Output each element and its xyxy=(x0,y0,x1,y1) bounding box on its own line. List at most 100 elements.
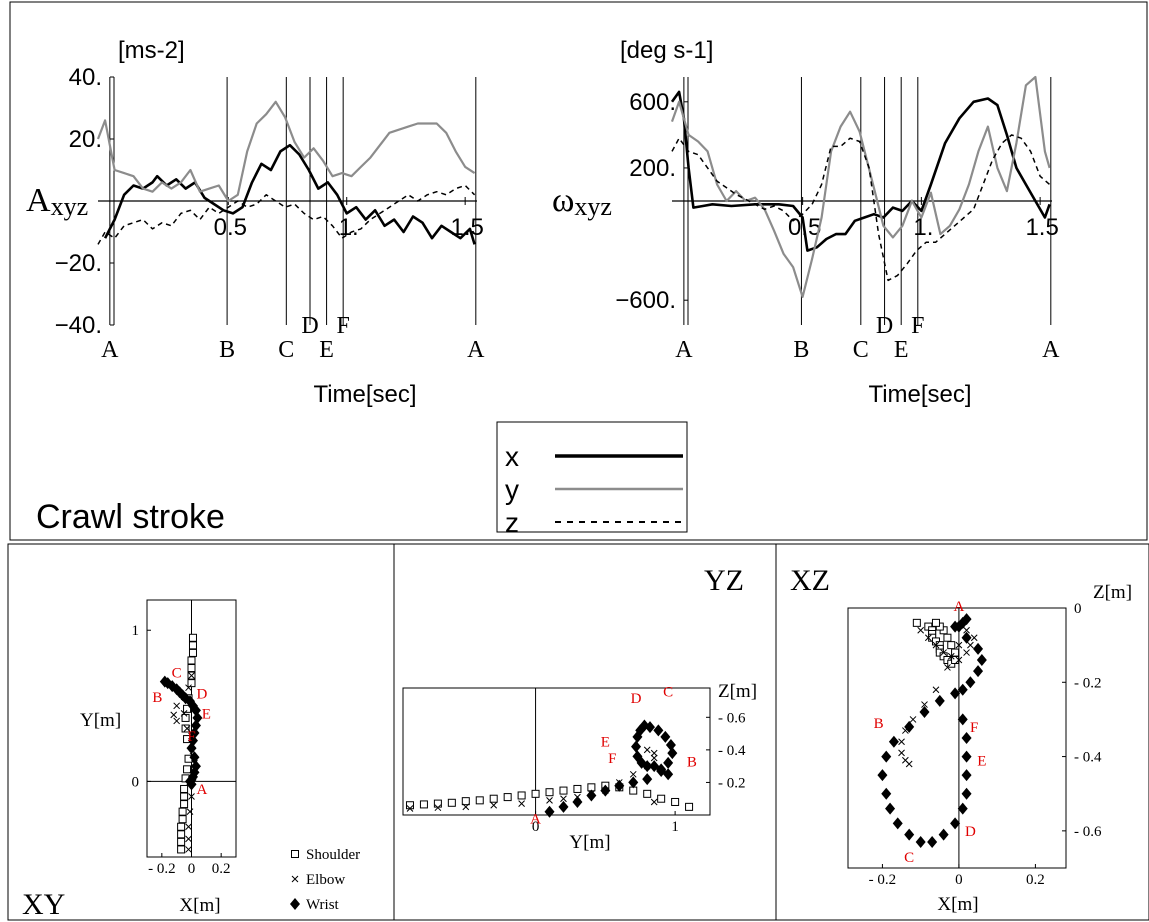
phase-label-a: A xyxy=(101,337,119,363)
x-tick-label: 1 xyxy=(671,819,679,835)
elbow-point xyxy=(546,796,553,804)
elbow-point xyxy=(185,684,192,692)
x-tick-label: 0.5 xyxy=(214,214,247,241)
wrist-point xyxy=(642,773,653,786)
x-tick-label: - 0.2 xyxy=(148,861,176,877)
y-tick-label: 20. xyxy=(69,126,102,153)
shoulder-point xyxy=(433,799,442,808)
x-tick-label: 1. xyxy=(913,214,933,241)
wrist-point xyxy=(892,817,903,830)
x-tick-label: 1. xyxy=(339,214,359,241)
elbow-point xyxy=(185,835,192,843)
elbow-point xyxy=(291,875,299,883)
phase-label-d: D xyxy=(301,313,318,339)
wrist-point xyxy=(663,768,674,781)
phase-point-label-f: F xyxy=(970,720,978,736)
phase-label-f: F xyxy=(911,313,924,339)
x-tick-label: 0.2 xyxy=(1026,872,1045,888)
shoulder-point xyxy=(503,793,512,802)
elbow-point xyxy=(186,808,194,816)
y-tick-label: - 0.4 xyxy=(718,743,746,759)
elbow-point xyxy=(185,846,192,853)
phase-point-label-b: B xyxy=(152,690,162,706)
marker-legend-label-elbow: Elbow xyxy=(306,872,345,888)
wrist-point xyxy=(881,787,892,800)
legend-label-y: y xyxy=(505,474,519,505)
y-axis-label-subscript: xyz xyxy=(574,192,612,221)
elbow-point xyxy=(180,710,188,717)
wrist-point xyxy=(961,732,972,744)
elbow-point xyxy=(650,749,658,757)
x-axis-label: X[m] xyxy=(937,894,978,915)
shoulder-point xyxy=(447,798,456,807)
elbow-point xyxy=(905,760,913,768)
y-tick-label: - 0.2 xyxy=(718,775,746,791)
panel-label: XY xyxy=(22,888,65,921)
wrist-point xyxy=(957,802,968,815)
phase-label-c: C xyxy=(853,337,869,363)
shoulder-point xyxy=(461,797,470,806)
elbow-point xyxy=(170,711,178,719)
shoulder-point xyxy=(573,784,582,793)
elbow-point xyxy=(518,800,525,807)
x-tick-label: 0 xyxy=(955,872,963,888)
wrist-point xyxy=(663,756,674,769)
phase-label-b: B xyxy=(793,337,809,363)
wrist-point xyxy=(586,789,597,802)
phase-point-label-f: F xyxy=(608,751,616,767)
wrist-point xyxy=(877,769,888,782)
wrist-point xyxy=(660,730,671,743)
wrist-point xyxy=(927,836,938,848)
wrist-point xyxy=(904,828,915,841)
elbow-point xyxy=(898,738,905,746)
elbow-point xyxy=(185,823,192,831)
y-tick-label: - 0.2 xyxy=(1074,675,1102,691)
phase-point-label-c: C xyxy=(663,684,673,700)
shoulder-point xyxy=(531,789,540,798)
series-line-x xyxy=(103,143,476,245)
elbow-point xyxy=(643,746,651,754)
phase-label-a: A xyxy=(675,337,693,363)
y-tick-label: 40. xyxy=(69,64,102,91)
shoulder-point xyxy=(187,656,196,665)
y-tick-label: - 0.4 xyxy=(1074,750,1102,766)
shoulder-point xyxy=(178,815,187,824)
phase-point-label-a: A xyxy=(530,811,541,827)
series-line-z xyxy=(671,134,1051,282)
wrist-point xyxy=(950,817,961,830)
phase-point-label-f: F xyxy=(187,729,195,745)
wrist-point xyxy=(885,802,896,815)
shoulder-point xyxy=(671,797,680,806)
elbow-point xyxy=(173,702,181,710)
xz-trajectory-chart: - 0.2 0 0.2 0 - 0.2 - 0.4 - 0.6 A F B E D C X[m] Z[m] X… xyxy=(790,564,1132,915)
shoulder-point xyxy=(187,679,196,688)
yz-trajectory-chart: 0 1 - 0.2 - 0.4 - 0.6 A B FE D C Y[m] Z[m] YZ xyxy=(402,564,757,853)
x-axis-label: Time[sec] xyxy=(313,381,416,408)
wrist-point xyxy=(290,898,300,910)
shoulder-point xyxy=(912,618,921,627)
shoulder-point xyxy=(559,786,568,795)
phase-label-e: E xyxy=(319,337,334,363)
elbow-point xyxy=(188,793,195,800)
y-axis-label: Z[m] xyxy=(1093,582,1132,603)
shoulder-point xyxy=(180,784,189,793)
elbow-point xyxy=(970,634,978,642)
elbow-point xyxy=(917,626,925,634)
shoulder-point xyxy=(475,796,484,805)
shoulder-point xyxy=(180,792,189,801)
legend-label-x: x xyxy=(505,441,519,472)
elbow-point xyxy=(629,770,637,778)
wrist-point xyxy=(558,800,569,813)
wrist-point xyxy=(915,836,926,848)
wrist-point xyxy=(961,613,972,626)
legend-box xyxy=(496,421,688,533)
line-legend: xyz xyxy=(496,421,688,538)
elbow-point xyxy=(406,805,414,812)
elbow-point xyxy=(490,801,498,809)
shoulder-point xyxy=(947,641,956,650)
elbow-point xyxy=(898,749,905,757)
y-tick-label: 1 xyxy=(132,623,140,639)
x-tick-label: 1.5 xyxy=(1025,214,1058,241)
phase-label-e: E xyxy=(894,337,909,363)
